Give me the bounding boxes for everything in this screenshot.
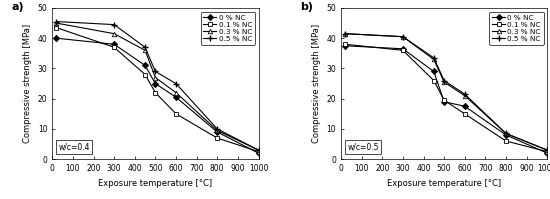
0.5 % NC — [399, 35, 406, 38]
0.5 % NC — [342, 32, 349, 35]
0 % NC — [544, 152, 550, 154]
0.3 % NC — [152, 76, 158, 79]
0.1 % NC — [441, 99, 448, 101]
0.1 % NC — [399, 49, 406, 52]
0.1 % NC — [431, 79, 437, 82]
0.1 % NC — [53, 26, 59, 29]
0.5 % NC — [503, 132, 509, 135]
0.1 % NC — [152, 92, 158, 94]
0.1 % NC — [544, 150, 550, 153]
0 % NC — [53, 37, 59, 39]
0.3 % NC — [461, 95, 468, 97]
0.1 % NC — [255, 150, 262, 153]
Line: 0.5 % NC: 0.5 % NC — [53, 18, 262, 153]
0 % NC — [173, 96, 179, 98]
Text: w/c=0.5: w/c=0.5 — [347, 143, 379, 152]
0.3 % NC — [342, 32, 349, 35]
0.3 % NC — [255, 149, 262, 151]
0 % NC — [111, 43, 118, 45]
0.1 % NC — [214, 137, 221, 139]
0 % NC — [431, 70, 437, 73]
0.5 % NC — [431, 57, 437, 59]
Line: 0.3 % NC: 0.3 % NC — [54, 21, 261, 152]
Y-axis label: Compressive strength [MPa]: Compressive strength [MPa] — [312, 24, 321, 143]
0.3 % NC — [214, 129, 221, 132]
0.5 % NC — [214, 128, 221, 130]
0.3 % NC — [431, 58, 437, 60]
0.3 % NC — [173, 92, 179, 94]
0.5 % NC — [111, 23, 118, 26]
0 % NC — [142, 64, 148, 67]
0.1 % NC — [461, 113, 468, 115]
Line: 0.1 % NC: 0.1 % NC — [343, 42, 549, 154]
0.5 % NC — [255, 149, 262, 151]
Text: a): a) — [11, 2, 24, 12]
0.1 % NC — [142, 73, 148, 76]
0.5 % NC — [544, 149, 550, 151]
Line: 0.5 % NC: 0.5 % NC — [342, 30, 550, 153]
0 % NC — [152, 82, 158, 85]
Line: 0 % NC: 0 % NC — [343, 44, 549, 155]
0.3 % NC — [142, 49, 148, 52]
0.5 % NC — [152, 70, 158, 73]
Y-axis label: Compressive strength [MPa]: Compressive strength [MPa] — [23, 24, 32, 143]
0.3 % NC — [111, 32, 118, 35]
0.3 % NC — [399, 35, 406, 38]
0 % NC — [255, 152, 262, 154]
0.5 % NC — [173, 82, 179, 85]
Line: 0.1 % NC: 0.1 % NC — [54, 25, 261, 154]
0.3 % NC — [544, 149, 550, 151]
Legend: 0 % NC, 0.1 % NC, 0.3 % NC, 0.5 % NC: 0 % NC, 0.1 % NC, 0.3 % NC, 0.5 % NC — [201, 12, 255, 45]
0 % NC — [214, 131, 221, 133]
0 % NC — [399, 48, 406, 50]
X-axis label: Exposure temperature [°C]: Exposure temperature [°C] — [98, 179, 212, 188]
Line: 0 % NC: 0 % NC — [54, 36, 261, 155]
0 % NC — [342, 45, 349, 47]
0 % NC — [461, 105, 468, 107]
0.5 % NC — [441, 79, 448, 82]
Text: b): b) — [300, 2, 313, 12]
0.1 % NC — [342, 43, 349, 45]
Text: w/c=0.4: w/c=0.4 — [58, 143, 90, 152]
0 % NC — [503, 134, 509, 136]
0 % NC — [441, 100, 448, 103]
Line: 0.3 % NC: 0.3 % NC — [343, 31, 549, 152]
X-axis label: Exposure temperature [°C]: Exposure temperature [°C] — [387, 179, 501, 188]
0.5 % NC — [461, 93, 468, 95]
Legend: 0 % NC, 0.1 % NC, 0.3 % NC, 0.5 % NC: 0 % NC, 0.1 % NC, 0.3 % NC, 0.5 % NC — [490, 12, 543, 45]
0.5 % NC — [53, 20, 59, 23]
0.1 % NC — [503, 140, 509, 142]
0.3 % NC — [53, 22, 59, 24]
0.1 % NC — [111, 46, 118, 49]
0.3 % NC — [441, 81, 448, 83]
0.1 % NC — [173, 113, 179, 115]
0.5 % NC — [142, 46, 148, 49]
0.3 % NC — [503, 132, 509, 135]
